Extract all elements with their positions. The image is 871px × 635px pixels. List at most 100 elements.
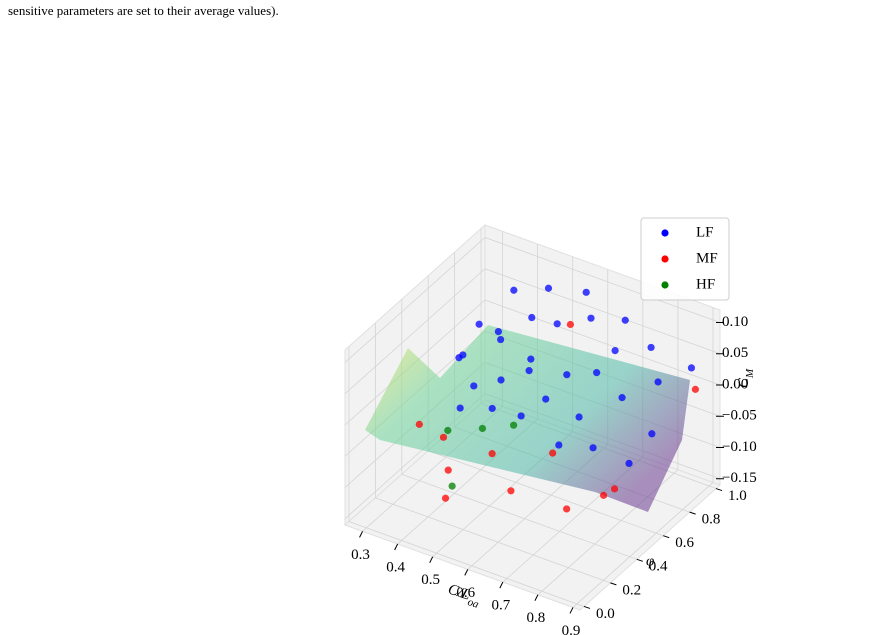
point xyxy=(448,482,456,490)
point xyxy=(488,404,496,413)
x-tick-label: 0.9 xyxy=(562,623,581,635)
point xyxy=(475,320,483,328)
z-tick-label: 0.10 xyxy=(722,314,748,330)
legend-label: HF xyxy=(696,276,715,292)
y-tick-label: 0.6 xyxy=(675,535,694,551)
point xyxy=(415,420,423,428)
point xyxy=(621,316,629,324)
grid-line xyxy=(484,237,721,323)
z-axis-label: CM xyxy=(736,368,755,388)
point xyxy=(647,343,655,352)
point xyxy=(589,444,597,452)
tick-labels: 0.3 0.4 0.5 0.6 0.7 0.8 0.9 0.0 0.2 0.4 0.6 0.8 1.0 −… xyxy=(351,314,757,635)
point xyxy=(470,382,478,390)
grid-line xyxy=(348,521,585,607)
y-tick xyxy=(610,582,617,586)
y-tick-label: 0.8 xyxy=(702,512,721,528)
y-tick xyxy=(663,535,670,539)
point xyxy=(527,355,535,363)
point xyxy=(575,413,583,421)
y-tick-label: 0.0 xyxy=(596,606,615,622)
point xyxy=(610,485,619,493)
point xyxy=(587,314,595,322)
legend: LF MF HF xyxy=(640,217,730,301)
point xyxy=(510,421,518,429)
legend-marker xyxy=(661,229,669,237)
x-tick xyxy=(359,531,363,538)
point xyxy=(648,430,656,438)
x-tick xyxy=(464,569,469,576)
point xyxy=(654,378,662,386)
point xyxy=(507,487,515,495)
point xyxy=(625,459,633,468)
point xyxy=(444,426,452,435)
point xyxy=(459,351,467,359)
y-tick xyxy=(636,558,643,562)
grid-line xyxy=(572,482,714,608)
point xyxy=(691,385,700,393)
legend-label: MF xyxy=(696,250,718,266)
grid-line xyxy=(401,473,637,560)
z-axis-label-sub: M xyxy=(744,368,756,379)
grid-line xyxy=(428,450,664,537)
x-tick xyxy=(499,581,504,589)
point xyxy=(555,441,563,449)
x-axis-label-sub: oa xyxy=(466,596,481,611)
point xyxy=(488,450,496,458)
z-tick-label: −0.05 xyxy=(722,408,757,424)
point xyxy=(582,288,590,296)
point xyxy=(478,424,487,433)
y-tick xyxy=(715,488,723,492)
point xyxy=(553,320,561,328)
point xyxy=(563,371,571,379)
point xyxy=(494,327,503,336)
point xyxy=(542,395,550,403)
legend-marker xyxy=(661,255,669,263)
x-tick xyxy=(569,607,574,614)
point xyxy=(528,313,536,322)
z-tick-label: 0.05 xyxy=(722,345,748,361)
point xyxy=(687,364,696,372)
x-tick-label: 0.7 xyxy=(491,598,510,614)
x-tick-label: 0.8 xyxy=(527,610,546,626)
z-tick-label: −0.15 xyxy=(722,470,757,486)
y-tick-label: 1.0 xyxy=(728,488,747,504)
grid-line xyxy=(344,268,486,395)
y-tick-label: 0.2 xyxy=(622,582,641,598)
points xyxy=(415,284,700,513)
y-tick xyxy=(689,511,696,515)
point xyxy=(566,320,575,329)
point xyxy=(599,491,608,499)
point xyxy=(618,394,626,402)
point xyxy=(510,286,518,294)
point xyxy=(456,404,464,412)
y-tick xyxy=(583,605,591,609)
legend-marker xyxy=(661,281,669,289)
fitted-surface xyxy=(365,325,690,512)
caption: sensitive parameters are set to their av… xyxy=(8,3,279,18)
z-tick-label: −0.10 xyxy=(722,439,757,455)
x-tick xyxy=(394,543,399,551)
point xyxy=(544,284,553,292)
point xyxy=(563,505,571,513)
point xyxy=(439,433,448,441)
point xyxy=(444,466,452,474)
y-axis-label: φ xyxy=(646,553,654,569)
x-tick xyxy=(429,556,434,563)
point xyxy=(497,335,505,344)
point xyxy=(441,494,450,502)
grid-line xyxy=(484,299,721,386)
grid-line xyxy=(375,497,611,584)
x-axis-label-text: C/L xyxy=(446,582,472,604)
z-axis-label-text: C xyxy=(736,377,752,388)
point xyxy=(611,347,619,355)
grid-line xyxy=(484,268,721,355)
point xyxy=(549,449,557,457)
x-tick xyxy=(534,594,539,601)
point xyxy=(525,367,533,375)
x-tick-label: 0.3 xyxy=(351,547,370,563)
point xyxy=(593,369,601,377)
x-tick-label: 0.4 xyxy=(386,559,405,575)
point xyxy=(497,376,505,384)
